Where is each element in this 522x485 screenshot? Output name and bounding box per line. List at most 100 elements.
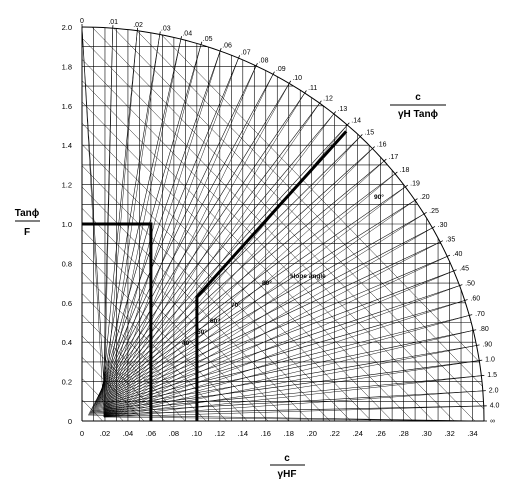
outer-scale-tick-label: .60: [470, 296, 480, 303]
diagonal-line: [82, 144, 351, 421]
y-tick-label: 1.8: [62, 62, 72, 71]
outer-scale-tick: [159, 31, 161, 35]
outer-scale-tick: [200, 41, 203, 45]
outer-scale-tick: [372, 146, 375, 149]
x-tick-label: .14: [238, 429, 248, 438]
slope-angle-label: slope angle: [290, 273, 326, 280]
outer-scale-tick-label: .13: [338, 106, 348, 113]
outer-scale-tick: [464, 299, 468, 301]
y-tick-label: 0.4: [62, 338, 72, 347]
diagonal-line: [82, 250, 248, 421]
outer-scale-tick-label: 0: [80, 18, 84, 25]
outer-scale-tick: [359, 134, 363, 137]
outer-scale-tick-label: .20: [420, 194, 430, 201]
outer-scale-tick-label: .12: [323, 95, 333, 102]
fan-line: [97, 124, 348, 398]
example-path-1: [82, 222, 153, 421]
outer-scale-tick-label: 1.0: [485, 357, 495, 364]
slope-angle-40: 40°: [182, 339, 192, 347]
y-axis-label-bottom: F: [24, 227, 30, 238]
outer-scale-tick-label: 1.5: [487, 372, 497, 379]
chart-tick-labels: 0 .01 .02 .03 .04 .05 .06 .07 .08 .09 .10 .11 .12 .13…: [62, 18, 500, 438]
fan-line-secondary: [103, 136, 361, 418]
outer-scale-tick-label: .25: [429, 208, 439, 215]
fan-line: [98, 92, 305, 395]
fan-line-secondary: [103, 58, 239, 418]
outer-scale-tick-label: .11: [308, 85, 317, 92]
outer-scale-tick: [394, 171, 398, 175]
outer-scale-tick-label: .06: [222, 42, 232, 49]
y-tick-label: 1.0: [62, 220, 72, 229]
diagonal-line: [82, 293, 207, 421]
x-tick-label: .28: [398, 429, 408, 438]
outer-scale-tick-label: .40: [453, 251, 463, 258]
outer-scale-tick-label: .50: [465, 281, 475, 288]
outer-scale-tick-label: .80: [479, 326, 489, 333]
y-tick-label: 1.2: [62, 181, 72, 190]
diagonal-line: [82, 357, 145, 421]
outer-scale-tick-label: .01: [108, 19, 118, 26]
outer-scale-tick: [423, 212, 427, 215]
fan-line: [93, 241, 441, 405]
fan-line: [96, 160, 385, 400]
outer-scale-label-top: c: [415, 92, 421, 103]
fan-line-secondary: [103, 74, 274, 418]
outer-scale-tick: [288, 80, 292, 84]
x-tick-label: .30: [421, 429, 431, 438]
fan-line: [91, 300, 465, 409]
outer-scale-tick-label: .14: [351, 118, 361, 125]
y-tick-label: 0: [68, 417, 72, 426]
outer-scale-tick-label: .45: [459, 266, 469, 273]
diagonal-line: [82, 122, 372, 421]
chart-fan-lines: [82, 27, 484, 421]
fan-line: [101, 39, 182, 389]
x-tick-label: .10: [192, 429, 202, 438]
fan-line: [97, 113, 335, 397]
outer-scale-tick: [255, 63, 258, 67]
x-tick-label: .32: [444, 429, 454, 438]
fan-line: [101, 44, 202, 390]
outer-scale-tick: [459, 284, 463, 287]
x-tick-label: .06: [146, 429, 156, 438]
x-tick-label: .04: [123, 429, 133, 438]
fan-line: [94, 213, 425, 404]
outer-scale-tick: [319, 100, 322, 104]
slope-angle-80: 80°: [262, 279, 272, 287]
fan-line-secondary: [103, 113, 334, 418]
outer-scale-tick: [272, 71, 275, 75]
x-tick-label: .34: [467, 429, 477, 438]
outer-scale-tick-label: .04: [182, 30, 192, 37]
example-path-2: [195, 130, 348, 421]
y-tick-label: 0.8: [62, 259, 72, 268]
outer-scale-tick: [453, 269, 457, 272]
outer-scale-tick-label: .10: [292, 75, 302, 82]
outer-scale-tick: [347, 122, 350, 126]
fan-line-secondary: [103, 241, 441, 418]
fan-line: [90, 345, 477, 411]
outer-scale-tick: [447, 254, 451, 257]
x-tick-label: .12: [215, 429, 225, 438]
slope-angle-70: 70°: [231, 301, 241, 309]
outer-scale-tick-label: .09: [276, 66, 286, 73]
x-tick-label: .18: [284, 429, 294, 438]
fan-line-secondary: [103, 360, 480, 418]
outer-scale-tick: [473, 329, 477, 331]
fan-line: [102, 34, 161, 388]
x-axis-label-top: c: [284, 453, 290, 464]
chart-example-paths: [82, 130, 348, 421]
fan-line: [92, 285, 460, 408]
fan-line-secondary: [103, 148, 373, 418]
fan-line-secondary: [103, 270, 454, 418]
fan-line-secondary: [103, 200, 416, 418]
x-tick-label: .02: [100, 429, 110, 438]
y-tick-label: 2.0: [62, 23, 72, 32]
outer-scale-tick: [333, 111, 336, 115]
outer-scale-tick: [476, 344, 480, 346]
fan-line: [88, 405, 484, 415]
outer-scale-tick-label: .16: [377, 141, 387, 148]
fan-line: [82, 27, 105, 386]
fan-line: [91, 315, 470, 410]
fan-line-secondary: [103, 375, 482, 418]
outer-scale-tick-label: .17: [389, 154, 399, 161]
x-axis-label-bottom: γHF: [278, 469, 297, 480]
